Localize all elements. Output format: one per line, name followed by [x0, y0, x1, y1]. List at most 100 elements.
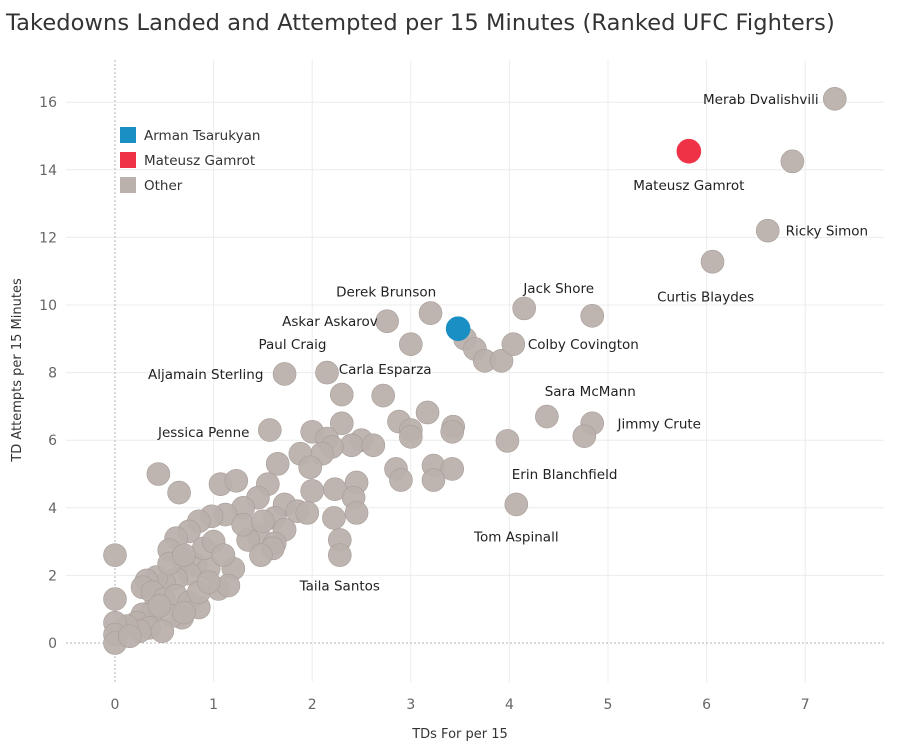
- point-labels: Merab Dvalishvili Mateusz Gamrot Ricky Sim…: [148, 92, 868, 595]
- data-point: [146, 462, 171, 486]
- legend-label: Mateusz Gamrot: [144, 153, 255, 169]
- y-tick-labels: 0 2 4 6 8 10 12 14 16: [39, 95, 57, 652]
- legend-swatch: [120, 152, 136, 168]
- data-point: [755, 218, 780, 243]
- data-point: [329, 411, 354, 436]
- data-point: [258, 418, 282, 442]
- y-tick-label: 10: [39, 298, 57, 314]
- data-point: [440, 457, 465, 481]
- data-point: [371, 383, 395, 408]
- data-point: [328, 543, 352, 567]
- data-point: [249, 543, 273, 567]
- point-label: Paul Craig: [258, 337, 326, 353]
- point-label: Ricky Simon: [786, 224, 868, 240]
- x-axis-label: TDs For per 15: [411, 727, 508, 742]
- highlighted-point-gamrot: [676, 138, 702, 164]
- y-tick-label: 6: [48, 433, 57, 449]
- x-tick-label: 4: [505, 697, 514, 713]
- data-point: [398, 332, 423, 357]
- y-axis-label: TD Attempts per 15 Minutes: [10, 278, 25, 463]
- data-points: [103, 87, 847, 655]
- data-point: [421, 468, 446, 492]
- point-label: Colby Covington: [528, 337, 639, 353]
- data-point: [398, 425, 423, 449]
- data-point: [295, 501, 320, 525]
- data-point: [415, 400, 440, 425]
- data-point: [103, 543, 127, 567]
- legend-label: Arman Tsarukyan: [144, 128, 260, 144]
- data-point: [298, 455, 323, 480]
- x-tick-label: 5: [604, 697, 613, 713]
- x-tick-label: 0: [111, 697, 120, 713]
- data-point: [344, 501, 369, 525]
- point-label: Jimmy Crute: [617, 416, 701, 432]
- data-point: [580, 304, 605, 328]
- data-point: [700, 249, 725, 274]
- data-point: [117, 624, 142, 649]
- point-label: Jessica Penne: [157, 425, 249, 441]
- data-point: [389, 468, 413, 492]
- y-tick-label: 4: [48, 501, 57, 517]
- point-label: Sara McMann: [545, 384, 636, 400]
- y-tick-label: 16: [39, 95, 57, 111]
- x-tick-label: 2: [308, 697, 317, 713]
- point-label: Erin Blanchfield: [512, 467, 618, 483]
- zero-reference-lines: [66, 60, 884, 682]
- x-tick-label: 3: [406, 697, 415, 713]
- data-point: [251, 509, 275, 534]
- data-point: [224, 468, 249, 493]
- point-label: Tom Aspinall: [473, 530, 559, 546]
- legend-label: Other: [144, 178, 183, 194]
- point-label: Curtis Blaydes: [657, 290, 754, 306]
- data-point: [172, 600, 196, 625]
- point-label: Merab Dvalishvili: [703, 92, 819, 108]
- y-tick-label: 2: [48, 568, 57, 584]
- data-point: [300, 479, 325, 503]
- x-tick-label: 6: [702, 697, 711, 713]
- data-point: [375, 309, 399, 334]
- data-point: [489, 348, 514, 373]
- data-point: [822, 87, 847, 111]
- point-label: Jack Shore: [522, 281, 594, 297]
- data-point: [440, 419, 465, 444]
- data-point: [167, 480, 191, 505]
- point-label: Derek Brunson: [336, 284, 436, 300]
- y-tick-label: 12: [39, 230, 57, 246]
- legend-swatch: [120, 177, 136, 193]
- data-point: [147, 594, 172, 618]
- y-tick-label: 0: [48, 636, 57, 652]
- data-point: [315, 360, 339, 385]
- data-point: [196, 570, 221, 594]
- data-point: [418, 301, 443, 325]
- data-point: [504, 492, 529, 517]
- point-label: Aljamain Sterling: [148, 367, 263, 383]
- data-point: [265, 452, 290, 476]
- data-point: [572, 424, 597, 448]
- data-point: [535, 404, 559, 429]
- x-tick-label: 1: [209, 697, 218, 713]
- data-point: [495, 429, 520, 453]
- point-label: Carla Esparza: [339, 362, 432, 378]
- y-tick-label: 14: [39, 163, 57, 179]
- legend: Arman Tsarukyan Mateusz Gamrot Other: [120, 127, 260, 194]
- highlighted-point-tsarukyan: [445, 316, 471, 341]
- data-point: [361, 433, 386, 458]
- data-point: [272, 362, 297, 386]
- x-tick-label: 7: [801, 697, 810, 713]
- data-point: [329, 382, 354, 407]
- data-point: [216, 573, 241, 598]
- data-point: [512, 296, 536, 321]
- data-point: [150, 619, 175, 643]
- data-point: [172, 543, 196, 567]
- point-label: Askar Askarov: [282, 314, 378, 330]
- data-point: [103, 587, 127, 611]
- x-tick-labels: 0 1 2 3 4 5 6 7: [111, 697, 810, 713]
- data-point: [231, 512, 255, 537]
- legend-swatch: [120, 127, 136, 143]
- data-point: [322, 506, 346, 530]
- y-tick-label: 8: [48, 366, 57, 382]
- data-point: [501, 332, 526, 357]
- chart-title: Takedowns Landed and Attempted per 15 Mi…: [6, 10, 835, 36]
- data-point: [211, 543, 236, 567]
